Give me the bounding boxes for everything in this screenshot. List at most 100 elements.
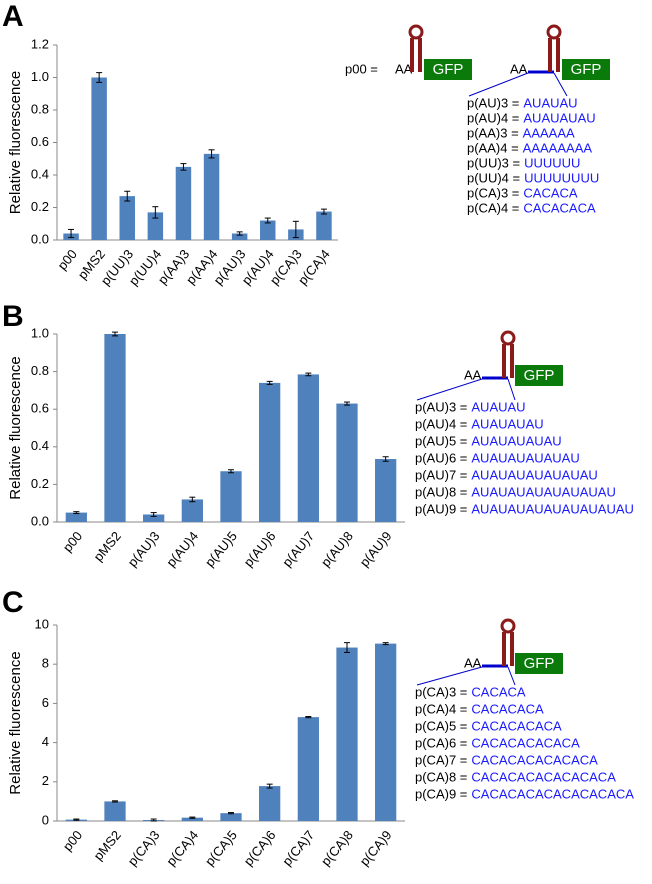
construct-name: p(AA)3 = — [467, 125, 519, 140]
error-bar — [124, 190, 131, 202]
bar — [259, 382, 281, 522]
fan-line — [507, 378, 516, 401]
schematic-prefix: p00 = — [345, 61, 378, 76]
error-bar — [150, 512, 157, 517]
x-tick-label: p(CA)3 — [125, 827, 163, 868]
error-bar — [228, 469, 234, 474]
error-bar — [292, 220, 299, 239]
bar — [260, 220, 276, 240]
y-tick-label: 1.0 — [31, 69, 49, 84]
y-tick-label: 0.0 — [31, 513, 49, 528]
loop — [408, 24, 424, 40]
construct-name: p(AU)4 = — [415, 416, 467, 431]
error-bar — [152, 206, 159, 219]
error-bar — [96, 72, 103, 83]
y-tick-label: 0 — [42, 812, 49, 827]
error-bar — [344, 401, 350, 406]
x-tick-label: p(AU)6 — [241, 528, 279, 569]
x-tick-label: p(CA)8 — [318, 827, 356, 868]
construct-sequence: AUAUAUAUAU — [471, 433, 561, 448]
construct-name: p(CA)3 = — [415, 684, 467, 699]
loop — [500, 330, 516, 346]
gfp-box — [424, 59, 472, 80]
bar — [336, 403, 358, 522]
error-bar — [266, 783, 273, 789]
x-tick-label: p00 — [55, 246, 80, 272]
bar — [220, 471, 242, 522]
x-tick-label: p00 — [60, 528, 85, 554]
y-axis-title: Relative fluorescence — [7, 651, 24, 794]
construct-name: p(AU)3 = — [467, 95, 519, 110]
y-tick-label: 2 — [42, 773, 49, 788]
bar — [231, 233, 248, 240]
construct-sequence: AUAUAU — [523, 95, 577, 110]
x-tick-label: p(CA)9 — [357, 827, 395, 868]
construct-sequence: AAAAAA — [523, 125, 575, 140]
x-tick-label: pMS2 — [91, 827, 124, 863]
fan-line — [416, 666, 483, 686]
construct-sequence: CACACACACACACACACA — [471, 786, 634, 801]
stem — [510, 632, 514, 666]
error-bar — [320, 208, 327, 215]
error-bar — [189, 496, 196, 503]
y-tick-label: 0.8 — [31, 101, 49, 116]
y-tick-label: 0.6 — [31, 134, 49, 149]
stem — [548, 38, 552, 72]
fan-line — [416, 378, 483, 401]
error-bar — [112, 331, 118, 337]
error-bar — [189, 816, 196, 819]
construct-sequence: UUUUUU — [524, 155, 580, 170]
y-tick-label: 8 — [42, 656, 49, 671]
bar — [297, 374, 319, 522]
y-axis-title: Relative fluorescence — [7, 71, 24, 214]
x-tick-label: p(AU)9 — [357, 528, 395, 569]
y-tick-label: 10 — [35, 616, 49, 631]
construct-sequence: AUAUAUAUAUAU — [471, 450, 579, 465]
construct-sequence: AUAUAUAU — [471, 416, 543, 431]
gfp-box — [562, 59, 610, 80]
x-tick-label: p(AU)7 — [279, 528, 317, 569]
x-tick-label: p(AU)3 — [125, 528, 163, 569]
y-tick-label: 0.2 — [31, 476, 49, 491]
stem — [502, 632, 506, 666]
error-bar — [228, 812, 234, 815]
gfp-label: GFP — [433, 61, 464, 78]
stem — [556, 38, 560, 72]
y-tick-label: 0.4 — [31, 438, 49, 453]
construct-sequence: AUAUAUAUAUAUAUAUAU — [471, 501, 634, 516]
bar — [336, 647, 358, 821]
construct-name: p(AA)4 = — [467, 140, 519, 155]
construct-name: p(CA)9 = — [415, 786, 467, 801]
fan-line — [468, 72, 529, 97]
construct-sequence: CACACACACACACACA — [471, 769, 616, 784]
gfp-box — [515, 653, 563, 674]
error-bar — [112, 800, 118, 803]
gfp-label: GFP — [524, 367, 555, 384]
bar — [104, 801, 126, 821]
y-axis-title: Relative fluorescence — [7, 356, 24, 499]
construct-sequence: AAAAAAAA — [523, 140, 593, 155]
construct-sequence: CACACACACA — [471, 718, 562, 733]
stem — [510, 344, 514, 378]
error-bar — [382, 456, 389, 462]
x-tick-label: p00 — [60, 827, 85, 853]
bar — [375, 459, 397, 522]
construct-sequence: CACACACACACA — [471, 735, 580, 750]
stem — [410, 38, 414, 72]
y-tick-label: 0.4 — [31, 166, 49, 181]
x-tick-label: p(CA)6 — [241, 827, 279, 868]
error-bar — [305, 716, 312, 719]
y-tick-label: 6 — [42, 695, 49, 710]
bar — [175, 166, 192, 240]
error-bar — [180, 163, 187, 171]
bar — [181, 499, 203, 522]
construct-name: p(AU)7 = — [415, 467, 467, 482]
error-bar — [150, 818, 157, 822]
construct-name: p(CA)3 = — [467, 185, 519, 200]
bar — [147, 212, 164, 240]
bar — [203, 153, 220, 240]
construct-sequence: CACACA — [523, 185, 578, 200]
loop — [546, 24, 562, 40]
construct-name: p(AU)3 = — [415, 399, 467, 414]
